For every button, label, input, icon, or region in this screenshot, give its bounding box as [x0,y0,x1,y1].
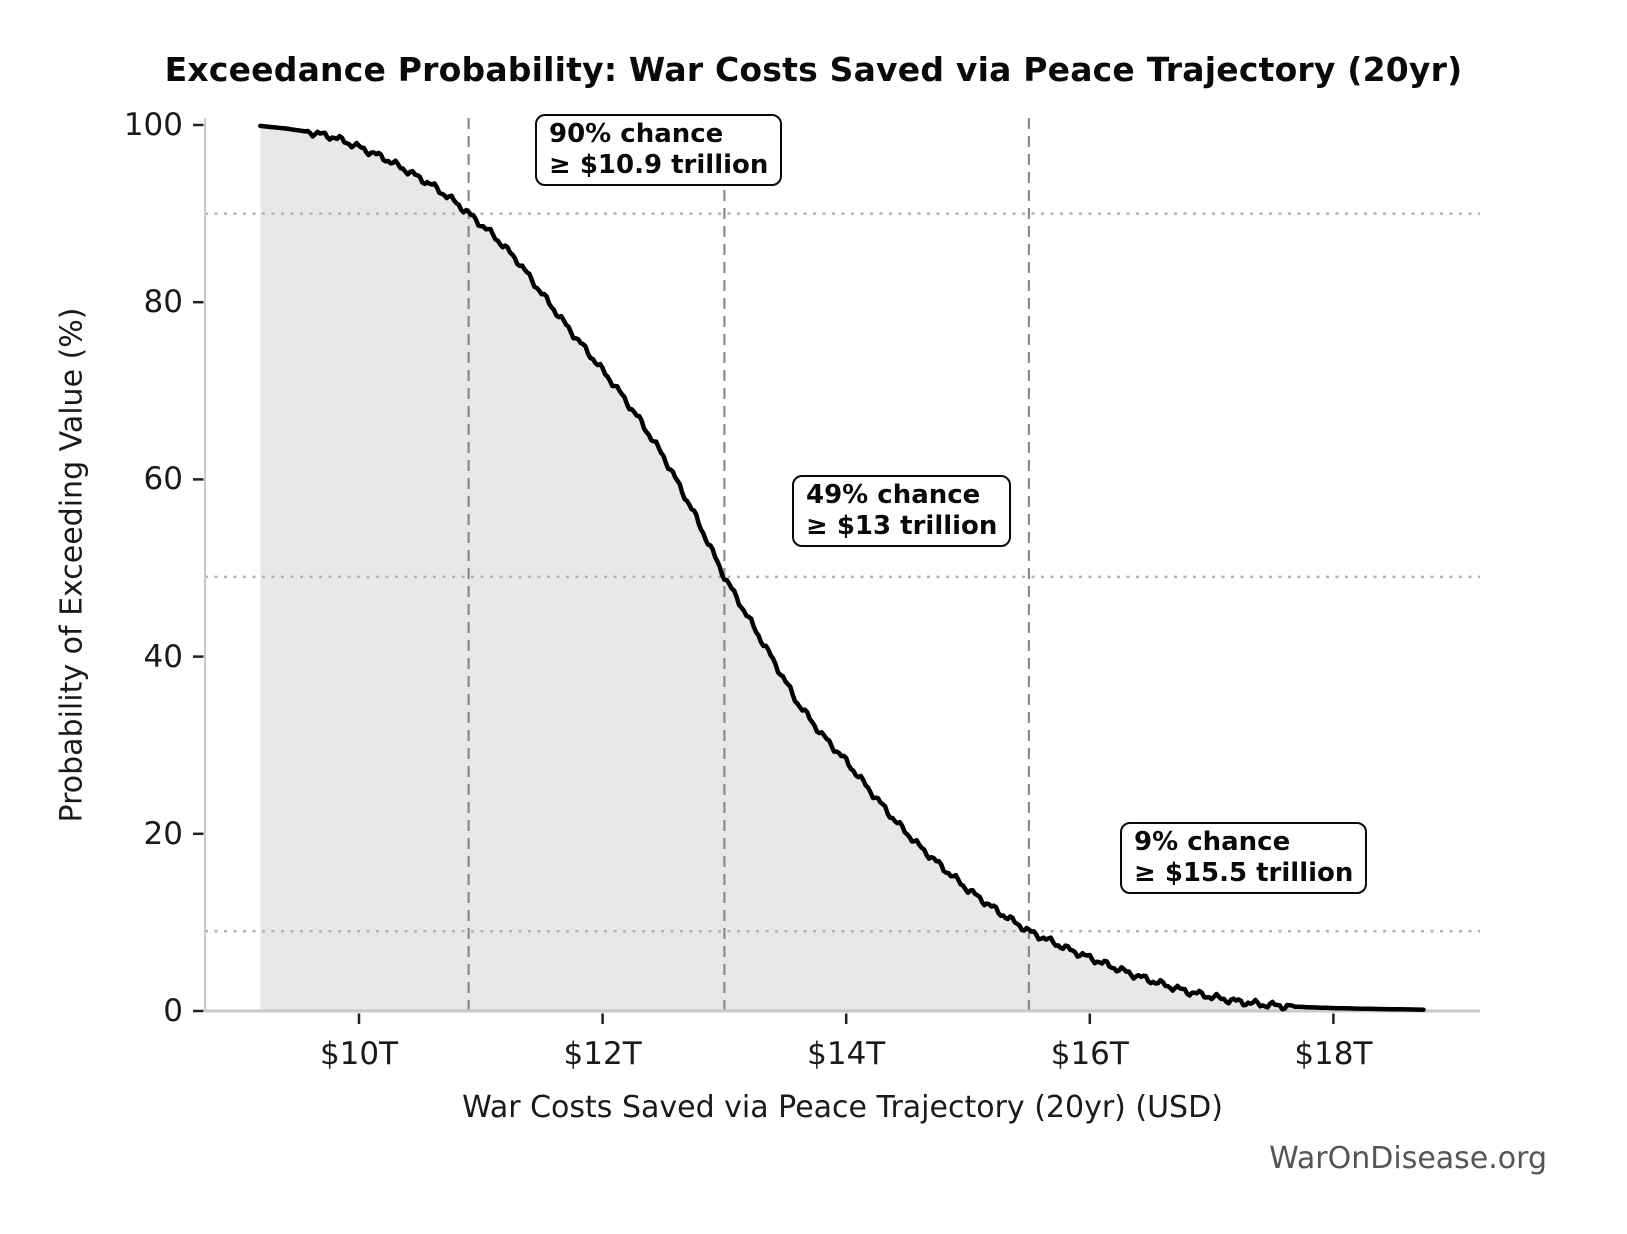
y-tick-label: 40 [143,638,183,675]
annotation-box-90pct: 90% chance ≥ $10.9 trillion [535,114,783,187]
annotation-box-9pct: 9% chance ≥ $15.5 trillion [1120,822,1368,895]
watermark: WarOnDisease.org [1269,1141,1547,1176]
annotation-value-text: ≥ $10.9 trillion [549,150,769,181]
annotation-value-text: ≥ $13 trillion [806,511,998,542]
y-tick-label: 80 [143,284,183,321]
x-tick-label: $16T [1050,1036,1129,1072]
y-tick-label: 100 [123,107,183,143]
x-axis-label: War Costs Saved via Peace Trajectory (20… [462,1090,1223,1125]
y-tick-label: 0 [163,993,183,1029]
annotation-value-text: ≥ $15.5 trillion [1134,858,1354,889]
exceedance-curve [258,123,1426,1012]
x-tick-label: $14T [807,1036,886,1072]
y-tick-label: 60 [143,461,183,498]
chart-title: Exceedance Probability: War Costs Saved … [164,50,1463,89]
annotation-chance-text: 90% chance [549,119,724,149]
annotation-box-49pct: 49% chance ≥ $13 trillion [792,475,1012,548]
area-fill [260,125,1424,1011]
x-tick-label: $10T [319,1036,399,1072]
x-tick-label: $12T [563,1036,642,1072]
annotation-chance-text: 9% chance [1134,827,1291,857]
x-tick-label: $18T [1294,1036,1373,1072]
annotation-chance-text: 49% chance [806,480,981,510]
y-tick-label: 20 [143,815,183,852]
